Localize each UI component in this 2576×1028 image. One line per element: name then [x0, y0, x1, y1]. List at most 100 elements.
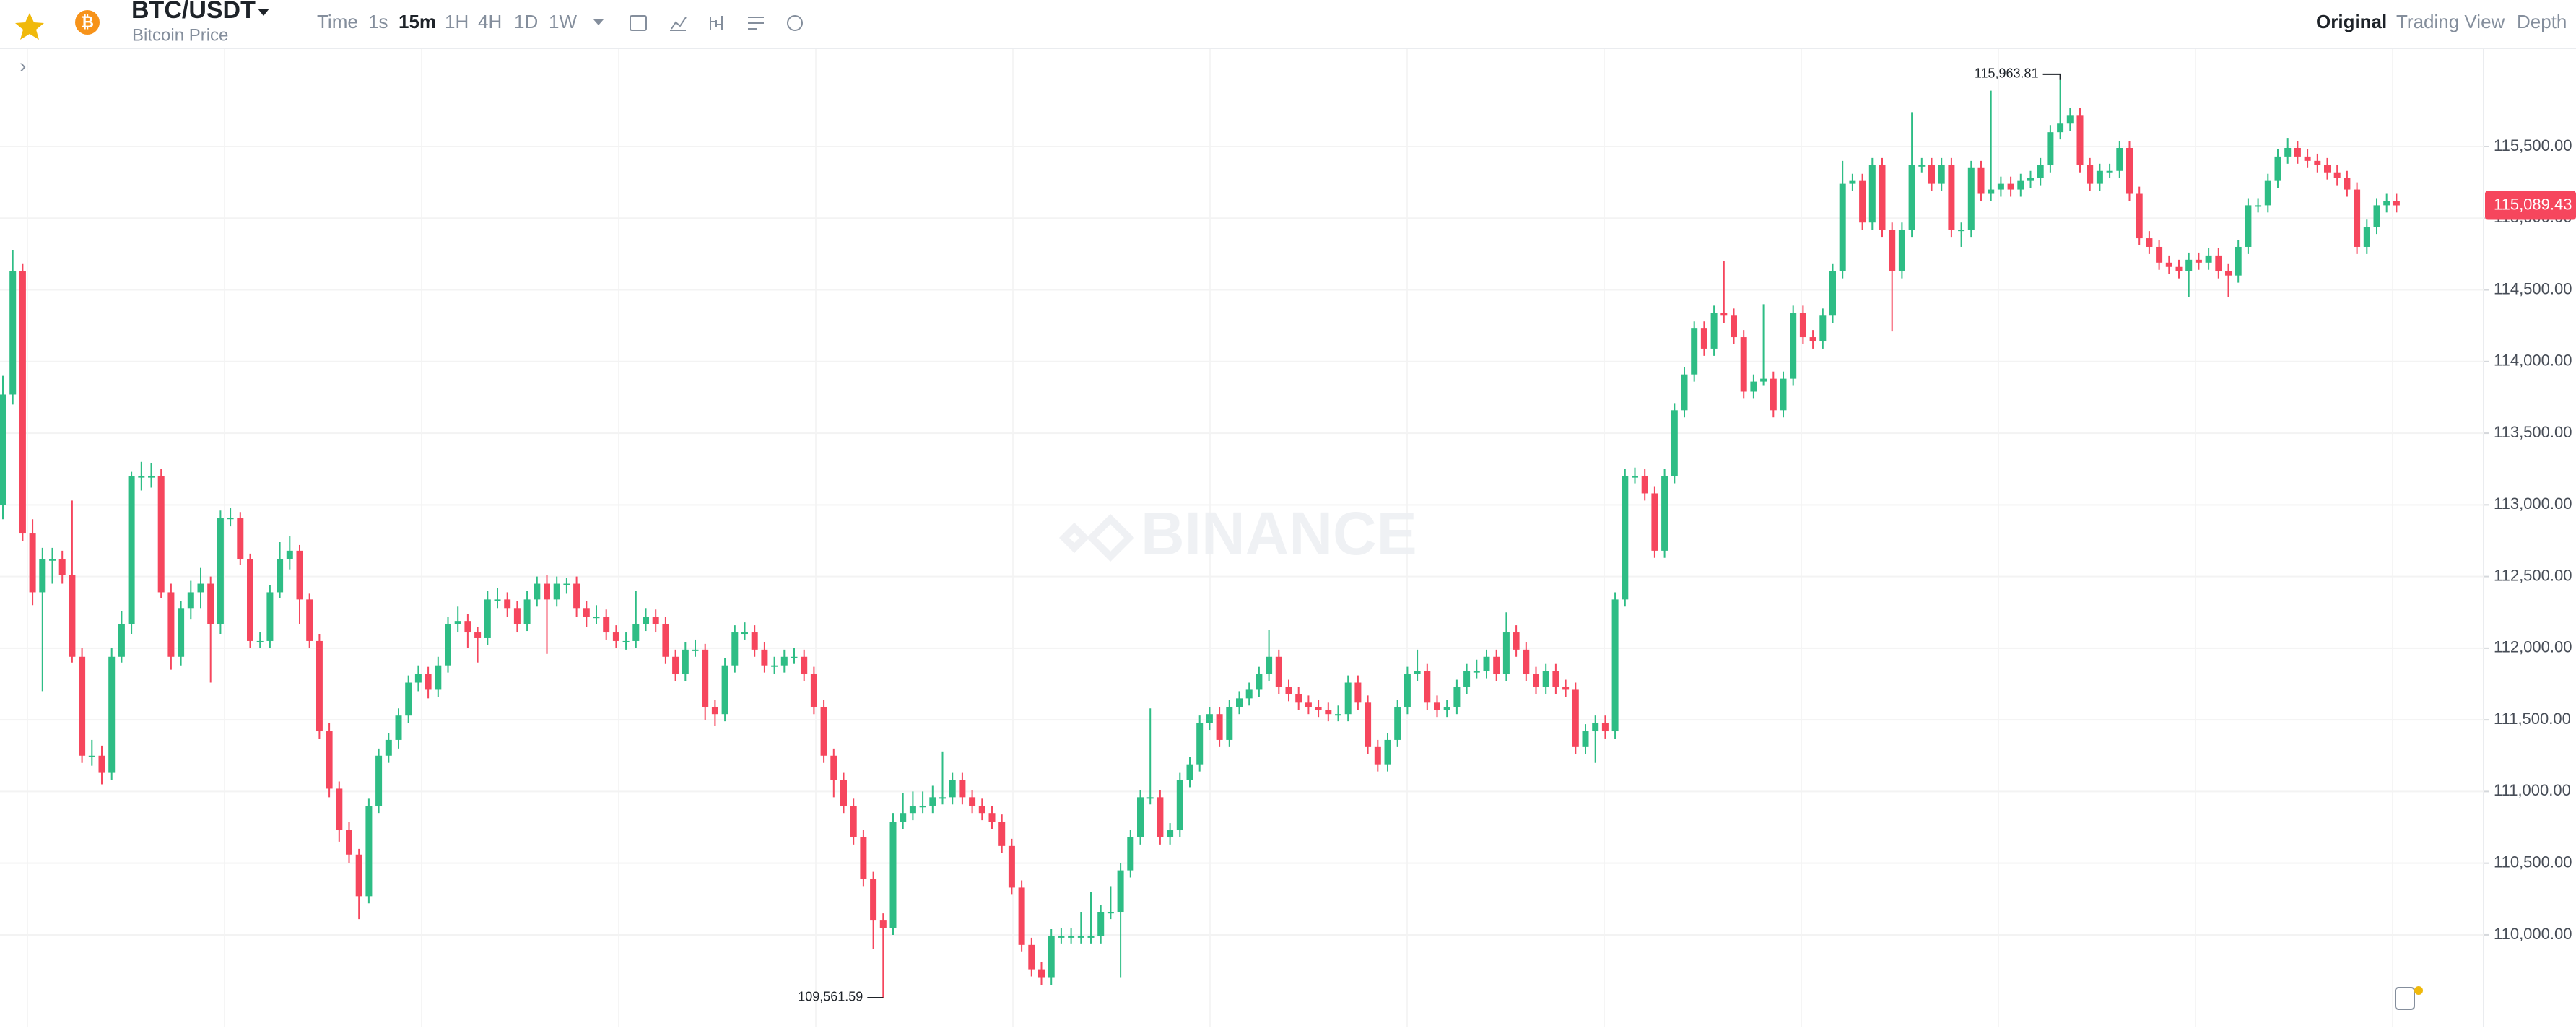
candle-body — [1038, 969, 1045, 978]
candle-body — [58, 559, 66, 575]
candle-body — [316, 640, 323, 732]
candle-body — [860, 837, 867, 879]
candle-body — [2383, 201, 2390, 206]
symbol-dropdown[interactable] — [258, 9, 269, 16]
candle-body — [326, 731, 333, 789]
reset-icon[interactable] — [787, 15, 803, 31]
view-tab[interactable]: Trading View — [2396, 11, 2505, 32]
candle-body — [583, 608, 590, 617]
interval-button[interactable]: 1D — [514, 11, 538, 32]
candle-body — [1948, 165, 1955, 230]
interval-button[interactable]: 1H — [445, 11, 469, 32]
y-tick-label: 114,000.00 — [2494, 352, 2572, 370]
interval-button[interactable]: Time — [317, 11, 358, 32]
last-price-box — [2485, 191, 2576, 220]
price-axis: 110,000.00 110,500.00 111,000.00 111,500.00… — [2484, 136, 2576, 943]
chart-type-icon[interactable] — [710, 16, 723, 30]
candle-body — [1097, 912, 1105, 936]
view-tab[interactable]: Depth — [2517, 11, 2567, 32]
candle-body — [2195, 259, 2202, 263]
feedback-icon[interactable] — [2395, 987, 2415, 1010]
candle-body — [2185, 259, 2193, 271]
candle-body — [266, 592, 274, 641]
candle-body — [801, 656, 808, 674]
view-tab[interactable]: Original — [2316, 11, 2387, 32]
grid — [0, 49, 2484, 1027]
candle-body — [751, 632, 758, 650]
candle-body — [286, 550, 293, 559]
candle-body — [2284, 147, 2292, 157]
candle-body — [1127, 837, 1134, 871]
candle-body — [603, 617, 610, 633]
candle-body — [494, 599, 501, 601]
interval-dropdown[interactable] — [593, 19, 604, 25]
candle-body — [1731, 315, 1737, 338]
candle-body — [49, 559, 56, 561]
candle-body — [761, 649, 768, 666]
candle-body — [662, 624, 669, 657]
watermark-text: BINANCE — [1141, 500, 1417, 567]
candle-body — [138, 476, 145, 478]
expand-sidebar[interactable]: › — [19, 54, 26, 77]
symbol[interactable]: BTC/USDT — [131, 0, 256, 24]
candle-body — [148, 476, 155, 478]
candle-body — [2225, 271, 2232, 276]
candle-body — [484, 599, 491, 638]
candle-body — [1582, 731, 1589, 747]
candle-body — [711, 707, 718, 715]
candle-body — [1216, 714, 1223, 740]
candle-body — [820, 707, 827, 756]
candle-body — [593, 617, 600, 619]
candle-body — [612, 632, 619, 641]
candle-body — [1068, 936, 1075, 938]
y-tick-label: 114,500.00 — [2494, 279, 2572, 297]
interval-button[interactable]: 1s — [368, 11, 388, 32]
candle-body — [217, 518, 224, 624]
candle-body — [2205, 255, 2212, 263]
candle-body — [879, 920, 887, 928]
candle-body — [1760, 378, 1767, 382]
candle-body — [1117, 870, 1124, 912]
candle-body — [2116, 147, 2123, 171]
candle-body — [2175, 266, 2183, 271]
candle-body — [1632, 476, 1638, 478]
candle-body — [395, 715, 402, 740]
candle-body — [435, 665, 442, 690]
candle-body — [1651, 493, 1658, 551]
candle-body — [1404, 674, 1411, 707]
candle-body — [1434, 702, 1440, 710]
candle-body — [1256, 674, 1263, 690]
interval-button[interactable]: 15m — [399, 11, 436, 32]
indicator-icon[interactable] — [670, 17, 687, 31]
candle-body — [731, 632, 739, 666]
candle-body — [2066, 115, 2074, 124]
candle-body — [632, 624, 640, 641]
candle-body — [29, 533, 36, 593]
candle-body — [939, 797, 946, 799]
candle-body — [1077, 936, 1084, 938]
calendar-icon[interactable] — [630, 15, 647, 31]
candle-body — [780, 656, 788, 666]
subtitle[interactable]: Bitcoin Price — [132, 25, 228, 45]
interval-button[interactable]: 4H — [478, 11, 502, 32]
candle-body — [385, 739, 392, 756]
candle-body — [998, 822, 1006, 846]
candle-body — [721, 665, 728, 715]
candle-body — [2215, 255, 2222, 271]
candle-body — [9, 271, 17, 395]
candle-body — [39, 559, 46, 593]
candle-body — [2274, 156, 2281, 181]
candle-body — [2087, 165, 2094, 184]
candle-body — [1008, 845, 1015, 888]
candle-body — [1463, 671, 1471, 687]
interval-button[interactable]: 1W — [549, 11, 577, 32]
candle-body — [1275, 656, 1282, 687]
candle-body — [157, 476, 165, 593]
candle-body — [1058, 936, 1065, 938]
favorite-star[interactable] — [15, 13, 44, 40]
candle-body — [1988, 189, 1995, 194]
candle-body — [1335, 714, 1341, 716]
candle-body — [1285, 687, 1292, 694]
settings-icon[interactable] — [748, 17, 764, 30]
